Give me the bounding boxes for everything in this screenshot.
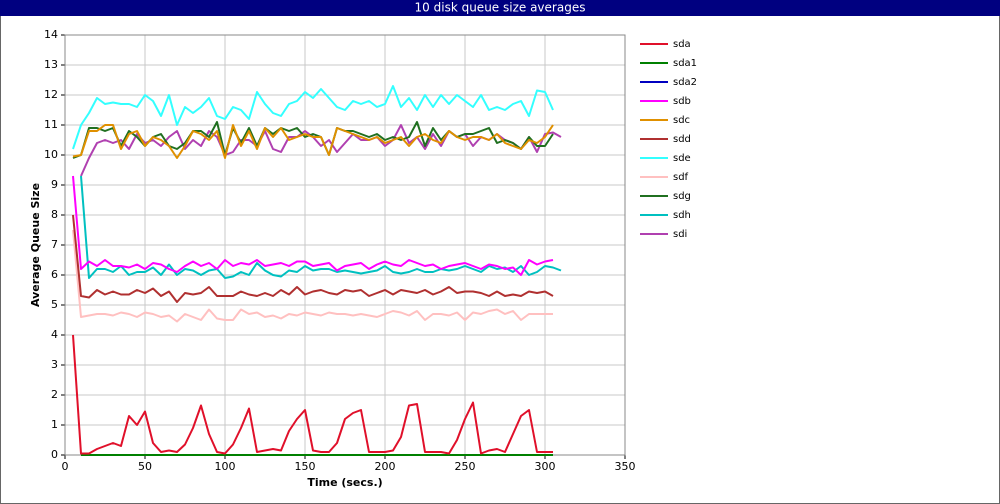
series-line [72,334,553,455]
y-tick-label: 3 [51,358,58,371]
series-line [72,175,554,276]
y-tick-label: 8 [51,208,58,221]
title-bar [0,0,1000,16]
series-line [72,214,554,303]
legend-label: sdg [673,191,691,202]
y-tick-label: 6 [51,268,58,281]
legend-label: sdd [673,134,691,145]
x-axis-label: Time (secs.) [307,476,382,489]
x-tick-label: 50 [138,460,152,473]
y-tick-label: 13 [44,58,58,71]
y-tick-label: 5 [51,298,58,311]
legend-label: sda1 [673,58,697,69]
series-line [80,175,562,279]
legend-label: sda2 [673,77,697,88]
legend-label: sda [673,39,691,50]
y-axis-label: Average Queue Size [29,183,42,307]
x-tick-label: 0 [62,460,69,473]
x-tick-label: 150 [295,460,316,473]
legend-label: sde [673,153,691,164]
y-tick-label: 9 [51,178,58,191]
y-tick-label: 7 [51,238,58,251]
legend-label: sdc [673,115,690,126]
x-tick-label: 200 [375,460,396,473]
y-tick-label: 14 [44,28,58,41]
y-tick-label: 1 [51,418,58,431]
x-tick-label: 350 [615,460,636,473]
y-tick-label: 0 [51,448,58,461]
y-tick-label: 12 [44,88,58,101]
y-tick-label: 4 [51,328,58,341]
y-tick-label: 10 [44,148,58,161]
x-tick-label: 300 [535,460,556,473]
legend-label: sdh [673,210,691,221]
series-line [72,124,554,159]
legend-label: sdb [673,96,691,107]
series-line [72,85,554,150]
y-tick-label: 2 [51,388,58,401]
y-tick-label: 11 [44,118,58,131]
chart-title: 10 disk queue size averages [415,1,586,15]
x-tick-label: 100 [215,460,236,473]
legend-label: sdi [673,229,687,240]
series-line [72,229,553,323]
legend-label: sdf [673,172,689,183]
x-tick-label: 250 [455,460,476,473]
